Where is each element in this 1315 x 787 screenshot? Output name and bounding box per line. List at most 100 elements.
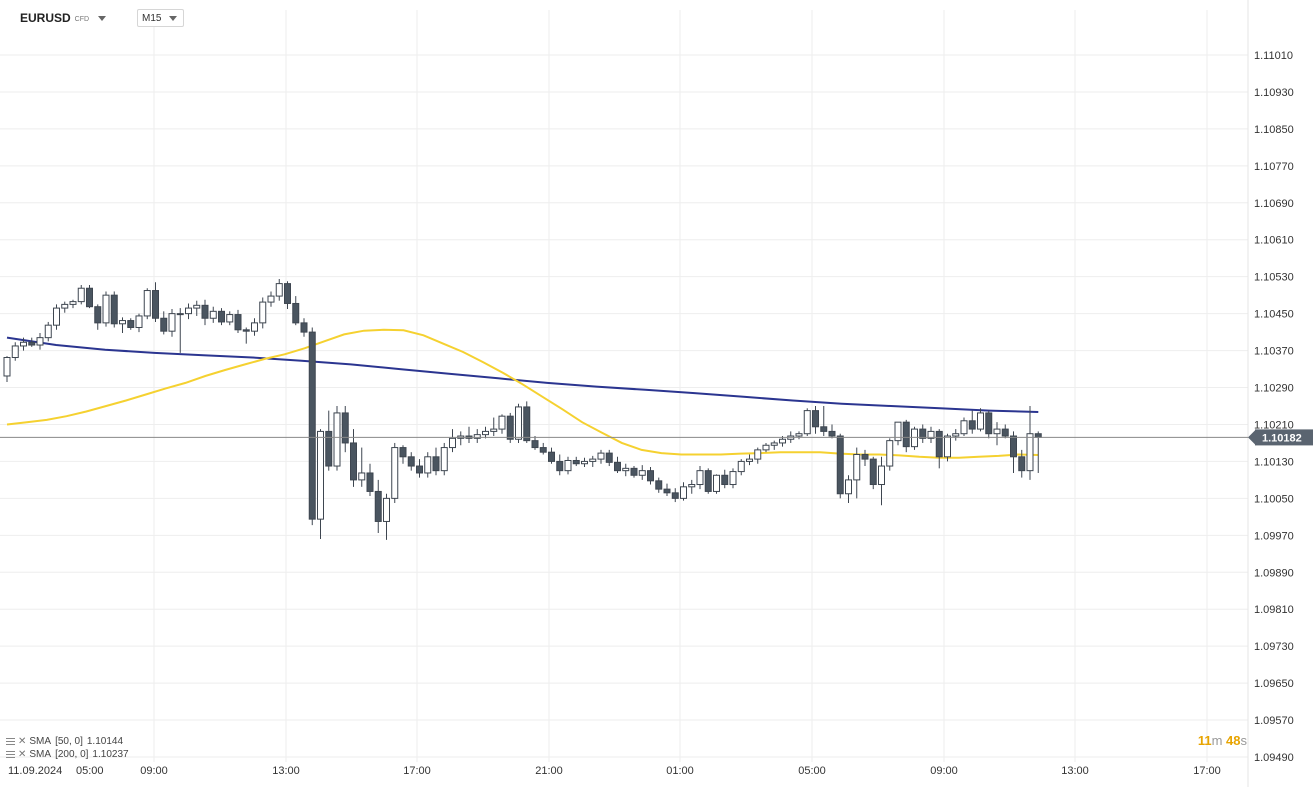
candle-body <box>506 415 514 440</box>
candle <box>1026 406 1034 480</box>
price-tick-label: 1.10290 <box>1254 383 1294 395</box>
candle-body <box>1034 433 1042 438</box>
candle <box>498 414 506 434</box>
candle-body <box>869 458 877 486</box>
candle-body <box>531 440 539 449</box>
candle <box>572 456 580 467</box>
candle <box>638 465 646 480</box>
time-tick-label: 01:00 <box>666 765 694 777</box>
candle <box>226 311 234 326</box>
candle <box>713 474 720 494</box>
candle-body <box>424 456 432 474</box>
candle-body <box>762 444 770 451</box>
candle <box>374 479 382 534</box>
candle <box>853 447 861 499</box>
candle-body <box>581 460 588 465</box>
price-axis[interactable]: 1.11010 1.10930 1.10850 1.10770 1.10690 1.106… <box>1254 50 1294 764</box>
candle <box>671 488 679 503</box>
current-price-label: 1.10182 <box>1262 432 1302 444</box>
legend-indicator-name: SMA <box>29 736 52 747</box>
candle-body <box>861 453 869 460</box>
candle <box>663 483 671 497</box>
candle-body <box>407 456 415 467</box>
candle <box>935 429 943 469</box>
candle <box>482 426 489 439</box>
candle-body <box>209 310 217 319</box>
candle <box>622 463 630 477</box>
candle-body <box>968 420 976 430</box>
price-tick-label: 1.09570 <box>1254 715 1294 727</box>
time-tick-label: 09:00 <box>930 765 958 777</box>
legend-sma-200: ✕ SMA [200, 0] 1.10237 <box>6 749 129 760</box>
candle <box>539 442 547 455</box>
candle <box>762 442 770 453</box>
candle-body <box>622 467 630 472</box>
candle <box>878 456 885 506</box>
timeframe-dropdown-icon[interactable] <box>169 15 178 21</box>
candle <box>795 431 803 440</box>
timeframe-label: M15 <box>142 12 162 24</box>
timeframe-selector[interactable]: M15 <box>137 9 185 27</box>
candle-body <box>960 420 968 435</box>
candle <box>383 493 390 540</box>
candle <box>424 452 432 478</box>
price-tick-label: 1.09970 <box>1254 530 1294 542</box>
price-tick-label: 1.09490 <box>1254 752 1294 764</box>
price-tick-label: 1.10850 <box>1254 124 1294 136</box>
candle <box>457 431 465 446</box>
remove-indicator-icon[interactable]: ✕ <box>18 749 27 760</box>
candle-body <box>432 456 440 472</box>
instrument-type-label: CFD <box>74 15 90 23</box>
symbol-dropdown-icon[interactable] <box>98 15 107 21</box>
candle-body <box>102 294 110 324</box>
candle-body <box>597 452 605 460</box>
candle-body <box>185 307 192 315</box>
candle-body <box>944 435 951 458</box>
current-price-tag <box>1255 429 1313 446</box>
candle-body <box>589 458 597 462</box>
candle-body <box>135 315 143 328</box>
candle-body <box>20 341 27 347</box>
candle-body <box>638 470 646 476</box>
candle <box>993 422 1001 446</box>
candle <box>341 406 349 453</box>
price-tick-label: 1.09890 <box>1254 567 1294 579</box>
candle <box>919 424 927 443</box>
candle-body <box>704 470 712 492</box>
candle-body <box>498 415 506 430</box>
candle <box>614 456 621 473</box>
candle-body <box>242 329 250 332</box>
candle-body <box>127 320 135 328</box>
candle-body <box>696 470 704 486</box>
sma-200-layer <box>6 336 1039 413</box>
remove-indicator-icon[interactable]: ✕ <box>18 736 27 747</box>
indicator-settings-icon[interactable] <box>6 738 15 745</box>
candle <box>944 433 951 462</box>
price-tick-label: 1.10770 <box>1254 161 1294 173</box>
candle <box>770 440 778 450</box>
candle <box>20 337 27 351</box>
candle-body <box>853 453 861 481</box>
legend-sma-50: ✕ SMA [50, 0] 1.10144 <box>6 736 123 747</box>
sma-200-line <box>6 336 1039 413</box>
time-axis[interactable]: 11.09.2024 05:00 09:00 13:00 17:00 21:00 01:00… <box>8 765 1221 777</box>
indicator-settings-icon[interactable] <box>6 751 15 758</box>
candle <box>506 412 514 443</box>
symbol-selector[interactable]: EURUSD CFD <box>20 9 107 27</box>
candle-body <box>53 307 60 326</box>
candle-body <box>28 341 36 346</box>
candle-body <box>94 306 102 324</box>
candle-body <box>1018 456 1026 472</box>
candle-body <box>168 313 176 332</box>
candle-body <box>69 301 77 305</box>
candle-body <box>275 283 283 297</box>
candle-body <box>490 428 498 432</box>
candle <box>267 291 275 307</box>
candle <box>828 424 836 439</box>
price-tick-label: 1.10050 <box>1254 493 1294 505</box>
candle <box>647 466 654 485</box>
candle <box>308 327 316 526</box>
countdown-minutes: 11 <box>1197 733 1212 748</box>
candle <box>1010 431 1017 473</box>
